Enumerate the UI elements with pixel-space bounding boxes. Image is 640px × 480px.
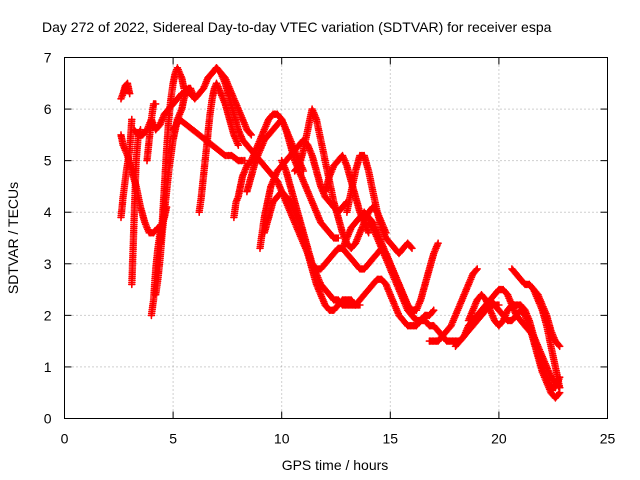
series-track-20 [321, 151, 373, 237]
plot-frame [64, 57, 608, 419]
x-tick-label: 15 [383, 431, 399, 447]
series-track-4 [128, 125, 145, 289]
series-track-10 [169, 115, 249, 165]
series-track-22 [343, 151, 416, 258]
series-track-9 [156, 64, 188, 247]
series-track-29 [525, 280, 564, 392]
x-axis-label: GPS time / hours [282, 457, 389, 473]
series-track-19 [290, 105, 390, 253]
y-tick-label: 3 [44, 256, 52, 272]
series-track-6 [143, 100, 160, 165]
y-tick-label: 5 [44, 153, 52, 169]
x-tick-label: 25 [600, 431, 616, 447]
chart-title: Day 272 of 2022, Sidereal Day-to-day VTE… [42, 19, 552, 35]
x-tick-label: 10 [274, 431, 290, 447]
y-tick-label: 6 [44, 101, 52, 117]
y-axis-label: SDTVAR / TECUs [5, 182, 21, 294]
y-tick-label: 7 [44, 50, 52, 66]
series-track-24 [425, 265, 481, 345]
y-tick-label: 4 [44, 204, 52, 220]
series-track-18 [277, 156, 438, 330]
series-group [117, 64, 564, 402]
series-track-27 [486, 285, 564, 392]
series-track-12 [195, 79, 243, 216]
x-tick-label: 0 [61, 431, 69, 447]
y-tick-label: 1 [44, 359, 52, 375]
x-tick-label: 20 [491, 431, 507, 447]
y-tick-label: 2 [44, 307, 52, 323]
y-tick-label: 0 [44, 411, 52, 427]
y-ticks: 0 1 2 3 4 5 6 7 [44, 50, 608, 427]
series-track-1 [117, 79, 134, 103]
series-track-8 [151, 84, 197, 299]
x-ticks: 0 5 10 15 20 25 [61, 57, 616, 447]
x-tick-label: 5 [169, 431, 177, 447]
